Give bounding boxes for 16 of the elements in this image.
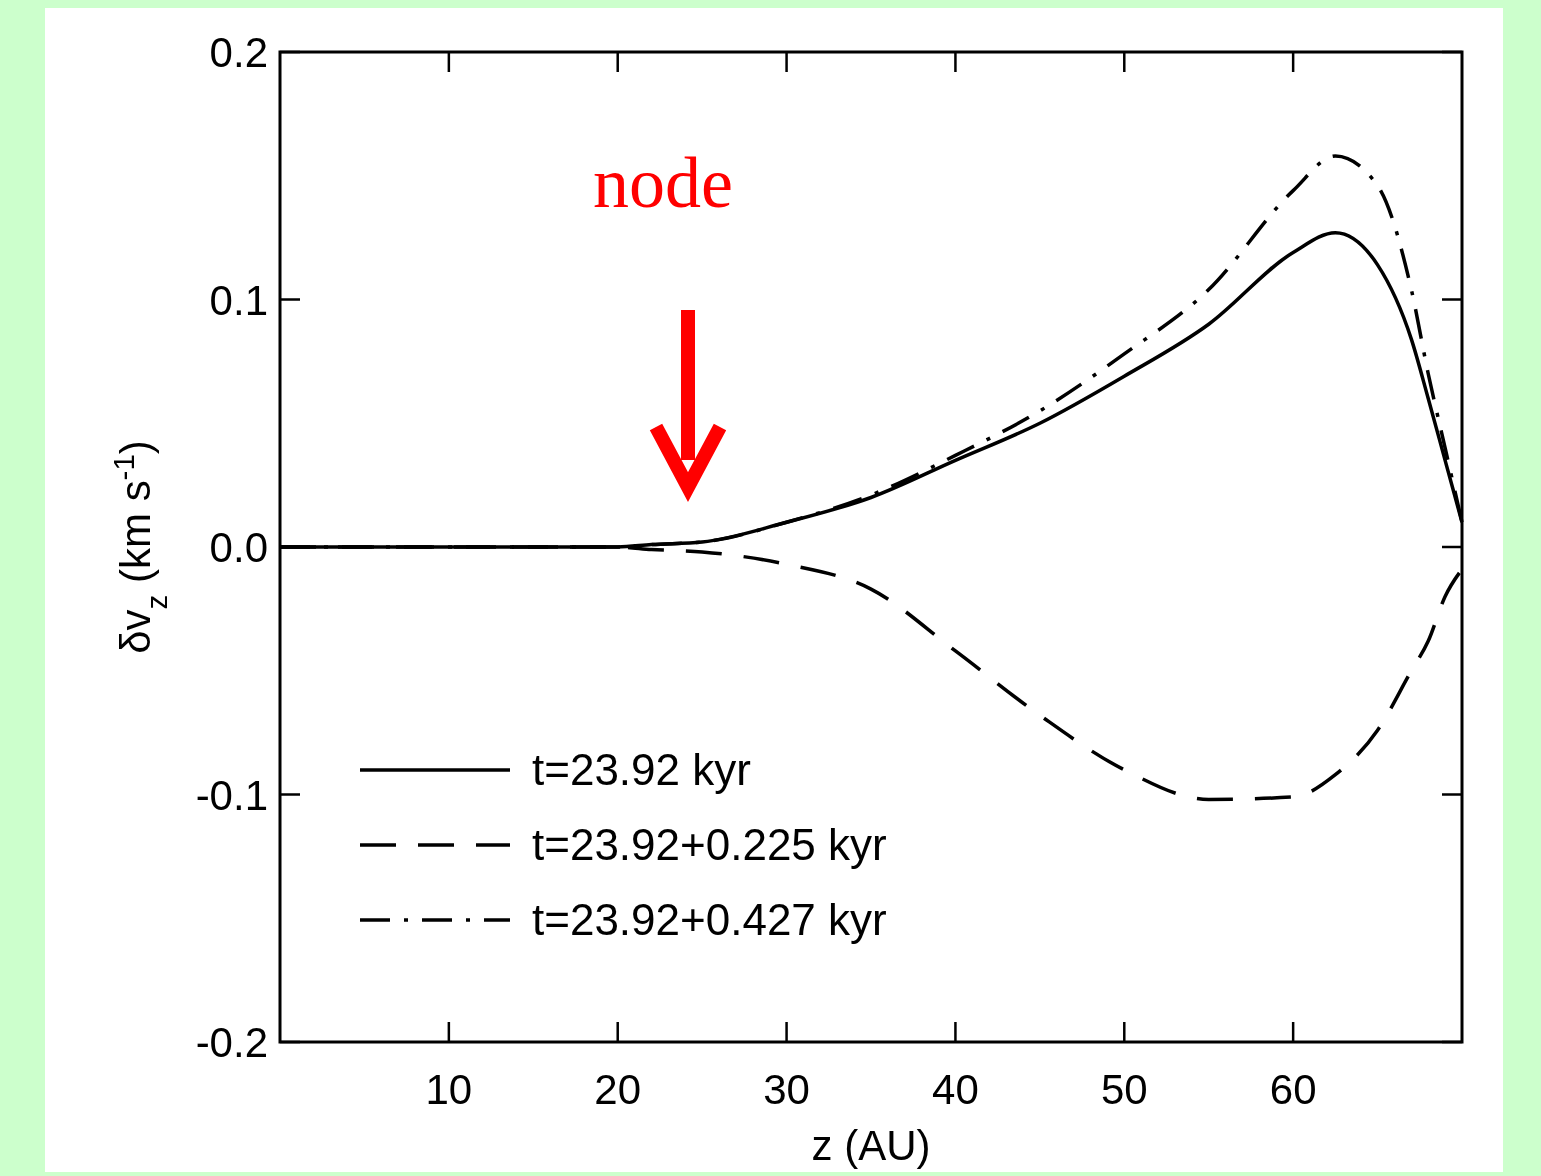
x-tick-label: 60 [1269,1066,1317,1113]
x-tick-label: 10 [425,1066,473,1113]
y-tick-label: 0.1 [209,276,268,324]
x-tick-label: 40 [932,1066,979,1113]
x-tick-label: 20 [594,1066,642,1113]
x-tick-label: 30 [763,1066,810,1113]
legend-label: t=23.92+0.225 kyr [532,820,887,869]
annotation: node [593,143,733,223]
x-axis-title: z (AU) [811,1122,931,1169]
y-tick-label: 0.2 [209,29,268,76]
y-tick-label: -0.2 [195,1019,268,1066]
y-tick-label: 0.0 [209,524,268,571]
legend-label: t=23.92 kyr [532,745,751,794]
x-tick-label: 50 [1100,1066,1148,1113]
y-tick-label: -0.1 [195,771,268,819]
legend-label: t=23.92+0.427 kyr [532,895,887,944]
